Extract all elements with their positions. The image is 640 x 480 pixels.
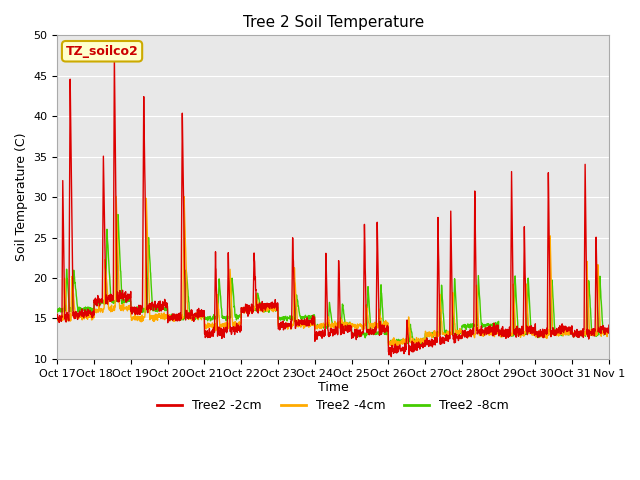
Tree2 -8cm: [54, 309, 61, 315]
Tree2 -2cm: [494, 322, 502, 328]
Tree2 -2cm: [387, 354, 395, 360]
Tree2 -4cm: [494, 330, 502, 336]
Legend: Tree2 -2cm, Tree2 -4cm, Tree2 -8cm: Tree2 -2cm, Tree2 -4cm, Tree2 -8cm: [152, 395, 514, 418]
Tree2 -4cm: [112, 193, 120, 199]
Tree2 -8cm: [557, 332, 564, 338]
Tree2 -2cm: [362, 265, 369, 271]
Tree2 -4cm: [54, 318, 61, 324]
Tree2 -8cm: [605, 328, 612, 334]
Tree2 -4cm: [362, 322, 369, 328]
Tree2 -8cm: [388, 342, 396, 348]
Tree2 -2cm: [557, 326, 564, 332]
Tree2 -8cm: [349, 333, 357, 338]
Tree2 -8cm: [362, 335, 369, 341]
Tree2 -4cm: [572, 331, 580, 336]
Tree2 -4cm: [349, 322, 357, 327]
Tree2 -2cm: [572, 331, 580, 336]
Tree2 -4cm: [207, 324, 215, 330]
Tree2 -8cm: [207, 317, 215, 323]
Line: Tree2 -8cm: Tree2 -8cm: [58, 215, 609, 345]
Tree2 -2cm: [111, 54, 118, 60]
Tree2 -2cm: [54, 312, 61, 317]
Tree2 -2cm: [207, 328, 215, 334]
Title: Tree 2 Soil Temperature: Tree 2 Soil Temperature: [243, 15, 424, 30]
Tree2 -8cm: [114, 212, 122, 217]
Line: Tree2 -4cm: Tree2 -4cm: [58, 196, 609, 347]
Tree2 -2cm: [349, 335, 357, 340]
Tree2 -4cm: [605, 329, 612, 335]
Line: Tree2 -2cm: Tree2 -2cm: [58, 57, 609, 357]
Tree2 -8cm: [572, 332, 580, 338]
Y-axis label: Soil Temperature (C): Soil Temperature (C): [15, 133, 28, 262]
Tree2 -8cm: [494, 320, 502, 326]
X-axis label: Time: Time: [318, 382, 349, 395]
Tree2 -4cm: [557, 331, 564, 337]
Text: TZ_soilco2: TZ_soilco2: [66, 45, 138, 58]
Tree2 -4cm: [413, 344, 421, 349]
Tree2 -2cm: [605, 323, 612, 328]
